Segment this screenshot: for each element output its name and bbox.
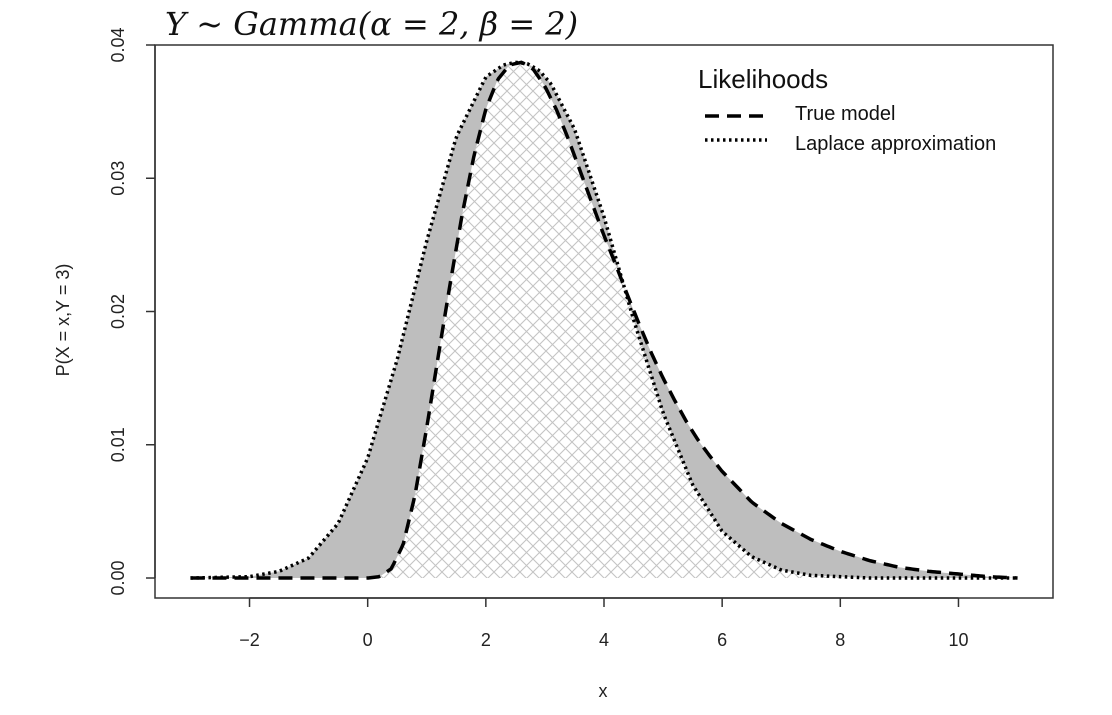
- y-axis-label: P(X = x,Y = 3): [53, 264, 73, 377]
- legend-title: Likelihoods: [698, 64, 828, 94]
- y-tick-label: 0.00: [108, 560, 128, 595]
- legend-true-model-label: True model: [795, 103, 895, 125]
- y-tick-label: 0.03: [108, 161, 128, 196]
- y-axis: 0.00 0.01 0.02 0.03 0.04: [108, 27, 156, 596]
- x-tick-label: 8: [835, 630, 845, 650]
- chart-title: Y ~ Gamma(α = 2, β = 2): [165, 5, 578, 43]
- x-tick-label: 10: [948, 630, 968, 650]
- y-tick-label: 0.04: [108, 27, 128, 62]
- legend-laplace-label: Laplace approximation: [795, 133, 996, 155]
- laplace-line: [190, 60, 1018, 580]
- x-axis-label: x: [599, 681, 608, 701]
- y-tick-label: 0.02: [108, 294, 128, 329]
- y-tick-label: 0.01: [108, 427, 128, 462]
- overlap-hatch-pattern: [190, 62, 1018, 579]
- x-tick-label: 6: [717, 630, 727, 650]
- x-tick-label: 0: [363, 630, 373, 650]
- x-tick-label: 2: [481, 630, 491, 650]
- x-axis: −2 0 2 4 6 8 10: [239, 597, 968, 650]
- x-tick-label: −2: [239, 630, 260, 650]
- plot-area: [190, 60, 1018, 580]
- legend: Likelihoods True model Laplace approxima…: [698, 64, 996, 155]
- true-model-line: [190, 60, 1018, 580]
- x-tick-label: 4: [599, 630, 609, 650]
